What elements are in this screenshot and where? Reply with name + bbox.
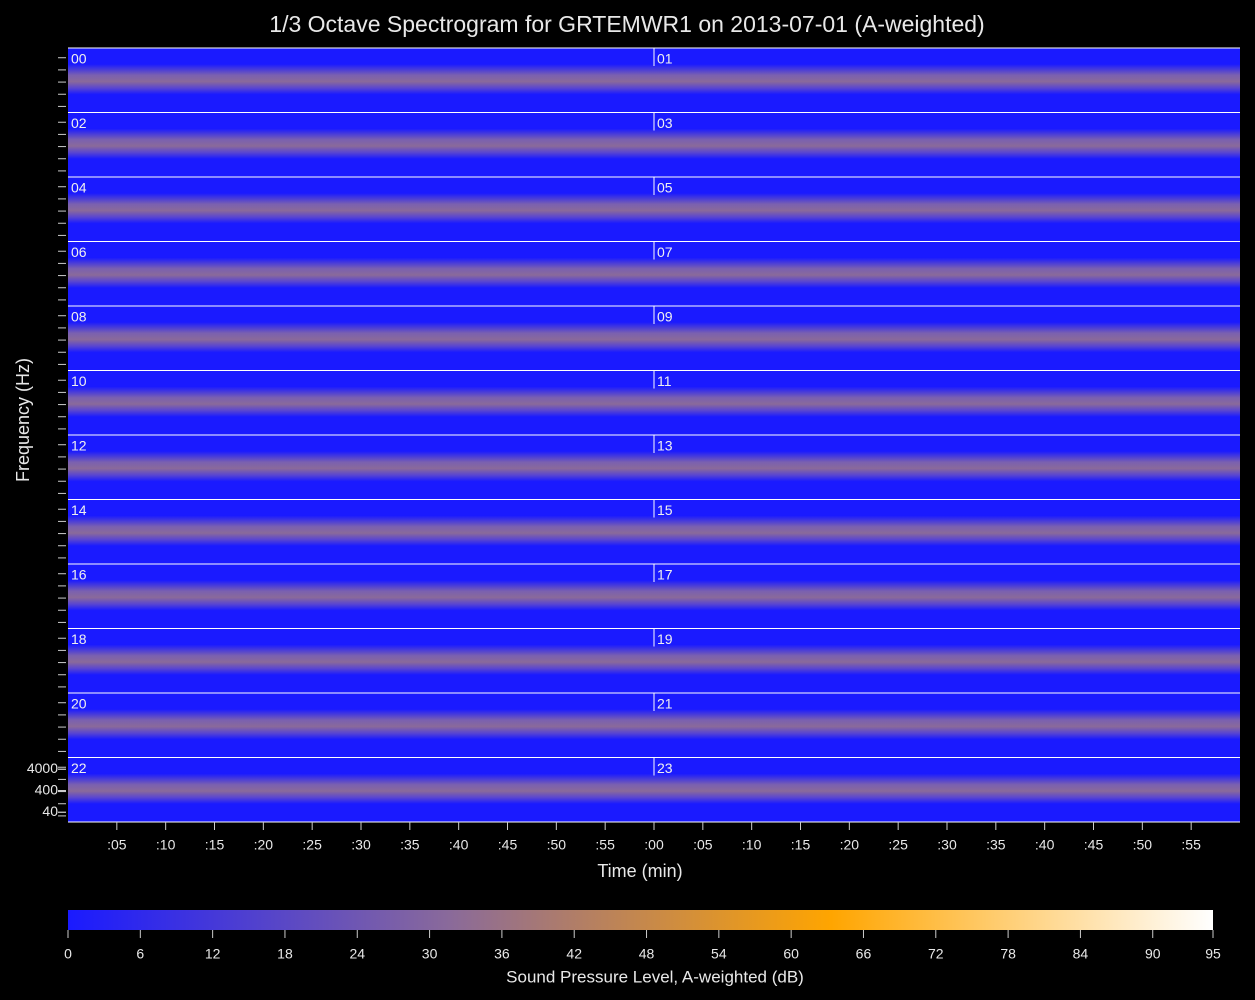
x-tick-label: :15: [205, 837, 225, 853]
panel-hour-label: 02: [71, 115, 87, 131]
spectrogram-panel: [68, 241, 654, 306]
x-tick-label: :20: [840, 837, 860, 853]
spectrogram-panel: [654, 177, 1240, 242]
panel-hour-label: 17: [657, 567, 673, 583]
x-tick-label: :10: [742, 837, 762, 853]
y-tick-label: 4000: [27, 760, 58, 776]
panel-hour-label: 06: [71, 244, 87, 260]
panel-hour-label: 03: [657, 115, 673, 131]
x-tick-label: :30: [351, 837, 371, 853]
x-tick-label: :55: [595, 837, 615, 853]
x-axis-label: Time (min): [597, 861, 682, 881]
spectrogram-panel: [68, 499, 654, 564]
panel-hour-label: 22: [71, 760, 87, 776]
panel-hour-label: 09: [657, 309, 673, 325]
x-tick-label: :30: [937, 837, 957, 853]
x-tick-label: :25: [302, 837, 322, 853]
x-tick-label: :45: [1084, 837, 1104, 853]
chart-title: 1/3 Octave Spectrogram for GRTEMWR1 on 2…: [269, 11, 984, 37]
x-tick-label: :10: [156, 837, 176, 853]
x-tick-label: :55: [1181, 837, 1201, 853]
x-tick-label: :40: [449, 837, 469, 853]
panel-hour-label: 23: [657, 760, 673, 776]
spectrogram-panel: [68, 306, 654, 371]
panel-hour-label: 14: [71, 502, 87, 518]
y-axis-label: Frequency (Hz): [13, 358, 33, 482]
panel-hour-label: 00: [71, 51, 87, 67]
colorbar-tick-label: 18: [277, 946, 293, 962]
x-tick-label: :20: [254, 837, 274, 853]
spectrogram-panel: [654, 306, 1240, 371]
colorbar-tick-label: 72: [928, 946, 944, 962]
spectrogram-panel: [654, 112, 1240, 177]
colorbar-tick-label: 48: [639, 946, 655, 962]
spectrogram-panel: [68, 628, 654, 693]
colorbar-tick-label: 24: [349, 946, 365, 962]
y-tick-label: 400: [35, 781, 59, 797]
panel-hour-label: 12: [71, 438, 87, 454]
x-tick-label: :05: [693, 837, 713, 853]
spectrogram-panel: [68, 48, 654, 113]
panel-hour-label: 16: [71, 567, 87, 583]
spectrogram-panel: [654, 435, 1240, 500]
spectrogram-panel: [654, 241, 1240, 306]
colorbar-tick-label: 36: [494, 946, 510, 962]
x-tick-label: :05: [107, 837, 127, 853]
panel-hour-label: 11: [657, 373, 672, 389]
colorbar-tick-label: 6: [136, 946, 144, 962]
panel-hour-label: 21: [657, 696, 673, 712]
spectrogram-panel: [68, 564, 654, 629]
colorbar-tick-label: 66: [856, 946, 872, 962]
colorbar-tick-label: 54: [711, 946, 727, 962]
spectrogram-panel: [68, 112, 654, 177]
spectrogram-panel: [68, 435, 654, 500]
panel-hour-label: 07: [657, 244, 673, 260]
spectrogram-panel: [654, 48, 1240, 113]
panel-hour-label: 19: [657, 631, 673, 647]
spectrogram-panel: [654, 564, 1240, 629]
spectrogram-panel: [654, 499, 1240, 564]
spectrogram-panel: [68, 177, 654, 242]
colorbar-label: Sound Pressure Level, A-weighted (dB): [506, 967, 804, 986]
colorbar-tick-label: 90: [1145, 946, 1161, 962]
panel-hour-label: 05: [657, 180, 673, 196]
panel-hour-label: 04: [71, 180, 87, 196]
x-tick-label: :45: [498, 837, 518, 853]
spectrogram-panel: [68, 757, 654, 822]
panel-hour-label: 08: [71, 309, 87, 325]
x-tick-label: :50: [547, 837, 567, 853]
colorbar-tick-label: 42: [566, 946, 582, 962]
spectrogram-panel: [654, 693, 1240, 758]
panel-hour-label: 20: [71, 696, 87, 712]
x-tick-label: :15: [791, 837, 811, 853]
spectrogram-panel: [654, 628, 1240, 693]
spectrogram-panel: [654, 757, 1240, 822]
x-tick-label: :35: [400, 837, 420, 853]
x-tick-label: :25: [888, 837, 908, 853]
spectrogram-panel: [68, 370, 654, 435]
colorbar-tick-label: 95: [1205, 946, 1221, 962]
spectrogram-panel: [68, 693, 654, 758]
panel-hour-label: 18: [71, 631, 87, 647]
colorbar-tick-label: 12: [205, 946, 221, 962]
panel-hour-label: 01: [657, 51, 673, 67]
x-tick-label: :40: [1035, 837, 1055, 853]
colorbar-tick-label: 30: [422, 946, 438, 962]
x-tick-label: :00: [644, 837, 664, 853]
y-tick-label: 40: [42, 803, 58, 819]
x-tick-label: :35: [986, 837, 1006, 853]
colorbar-tick-label: 60: [783, 946, 799, 962]
colorbar-tick-label: 0: [64, 946, 72, 962]
colorbar: [68, 910, 1213, 930]
spectrogram-panel: [654, 370, 1240, 435]
panel-hour-label: 13: [657, 438, 673, 454]
x-tick-label: :50: [1133, 837, 1153, 853]
colorbar-tick-label: 84: [1073, 946, 1089, 962]
panel-hour-label: 10: [71, 373, 87, 389]
colorbar-tick-label: 78: [1000, 946, 1016, 962]
panel-hour-label: 15: [657, 502, 673, 518]
